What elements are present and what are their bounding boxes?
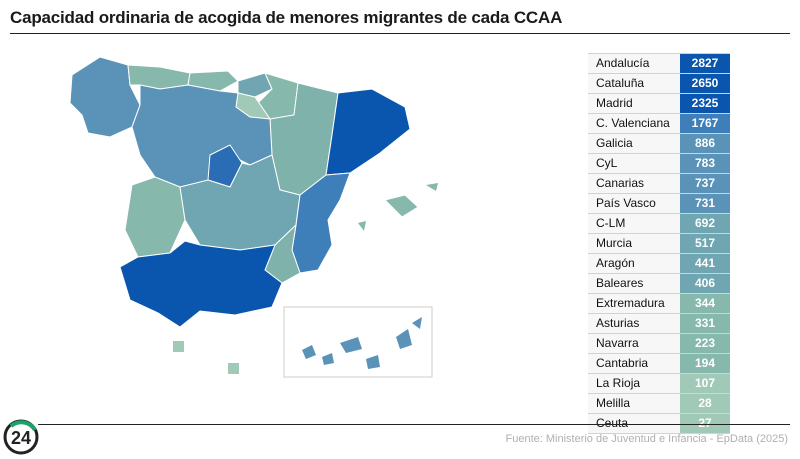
row-value: 331 [680,314,730,333]
row-region-name: Ceuta [588,414,680,433]
row-value: 344 [680,294,730,313]
row-value: 194 [680,354,730,373]
table-row: La Rioja 107 [588,374,730,394]
title-divider [10,33,790,34]
table-row: Cataluña 2650 [588,74,730,94]
table-row: Ceuta 27 [588,414,730,434]
row-region-name: Madrid [588,94,680,113]
row-value: 692 [680,214,730,233]
footer-divider [38,424,790,425]
row-value: 517 [680,234,730,253]
table-row: Navarra 223 [588,334,730,354]
table-row: C-LM 692 [588,214,730,234]
region-pais-vasco [237,72,273,98]
row-value: 107 [680,374,730,393]
table-row: Galicia 886 [588,134,730,154]
row-value: 223 [680,334,730,353]
row-value: 441 [680,254,730,273]
spain-choropleth-map [69,56,438,378]
row-region-name: Andalucía [588,54,680,73]
region-melilla [228,363,239,374]
chart-title: Capacidad ordinaria de acogida de menore… [10,8,563,27]
row-value: 406 [680,274,730,293]
canarias-inset-frame [283,306,433,378]
row-region-name: Canarias [588,174,680,193]
row-region-name: Cantabria [588,354,680,373]
row-value: 2650 [680,74,730,93]
region-cataluna [325,88,411,176]
table-row: Melilla 28 [588,394,730,414]
table-row: Madrid 2325 [588,94,730,114]
region-ceuta [173,341,184,352]
row-region-name: Cataluña [588,74,680,93]
table-row: Aragón 441 [588,254,730,274]
row-region-name: Murcia [588,234,680,253]
row-region-name: Extremadura [588,294,680,313]
row-region-name: CyL [588,154,680,173]
row-region-name: La Rioja [588,374,680,393]
table-row: CyL 783 [588,154,730,174]
row-value: 2827 [680,54,730,73]
region-baleares-ibiza [358,221,366,231]
row-region-name: C. Valenciana [588,114,680,133]
region-andalucia [119,240,283,328]
row-region-name: Galicia [588,134,680,153]
row-value: 27 [680,414,730,433]
source-note: Fuente: Ministerio de Juventud e Infanci… [505,433,789,445]
row-value: 783 [680,154,730,173]
row-region-name: Melilla [588,394,680,413]
row-value: 28 [680,394,730,413]
logo-text: 24 [11,428,31,448]
table-row: Extremadura 344 [588,294,730,314]
row-value: 2325 [680,94,730,113]
row-value: 731 [680,194,730,213]
row-region-name: Aragón [588,254,680,273]
row-region-name: Baleares [588,274,680,293]
table-row: País Vasco 731 [588,194,730,214]
table-row: Andalucía 2827 [588,53,730,74]
row-region-name: Navarra [588,334,680,353]
region-extremadura [124,176,186,258]
brand-logo: 24 [3,419,39,455]
row-region-name: C-LM [588,214,680,233]
table-row: C. Valenciana 1767 [588,114,730,134]
region-baleares-menorca [426,183,438,191]
ranking-table: Andalucía 2827 Cataluña 2650 Madrid 2325 C. Va… [588,53,730,434]
table-row: Baleares 406 [588,274,730,294]
row-value: 737 [680,174,730,193]
row-region-name: Asturias [588,314,680,333]
table-row: Canarias 737 [588,174,730,194]
table-row: Murcia 517 [588,234,730,254]
row-value: 1767 [680,114,730,133]
region-cantabria [187,70,239,92]
row-value: 886 [680,134,730,153]
table-row: Asturias 331 [588,314,730,334]
region-baleares [384,194,419,218]
row-region-name: País Vasco [588,194,680,213]
region-asturias [127,64,191,90]
region-canarias [302,317,422,369]
table-row: Cantabria 194 [588,354,730,374]
